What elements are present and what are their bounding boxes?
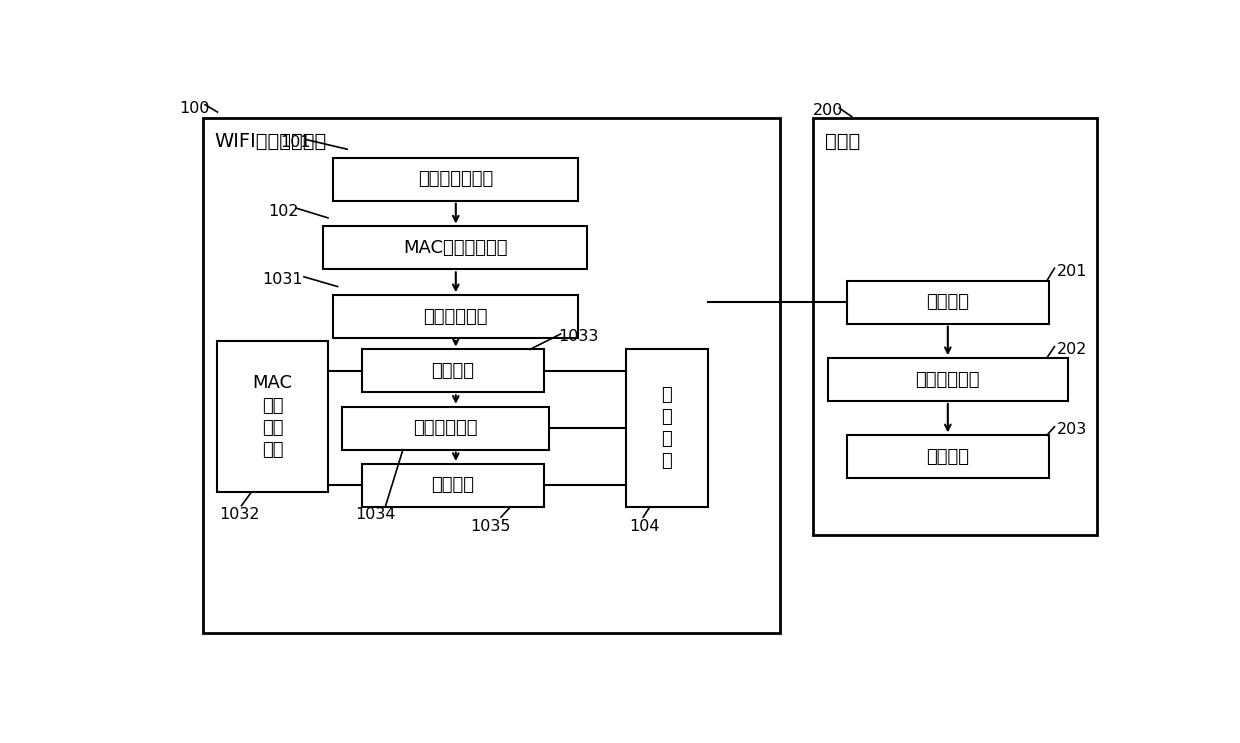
Text: 202: 202 [1056,342,1086,357]
Text: 102: 102 [268,204,299,218]
Text: 201: 201 [1056,264,1087,279]
Bar [626,349,708,507]
Bar [847,435,1049,478]
Text: 104: 104 [630,519,660,534]
Text: 1034: 1034 [355,507,396,522]
Bar [362,349,544,392]
Text: 203: 203 [1056,422,1086,437]
Text: 接收模块: 接收模块 [926,293,970,311]
Bar [828,358,1068,401]
Text: WIFI探测识别设备: WIFI探测识别设备 [215,132,327,151]
Bar [332,158,578,201]
Text: 应用模块: 应用模块 [432,476,475,494]
Text: 处理模块: 处理模块 [926,448,970,466]
Text: 1033: 1033 [558,329,599,345]
Bar [362,464,544,507]
Text: 200: 200 [813,103,843,118]
Text: 实时模块: 实时模块 [432,362,475,380]
Text: 接收缓存模块: 接收缓存模块 [423,308,487,325]
Bar [203,117,780,633]
Text: 1031: 1031 [263,272,304,288]
Text: 第二存储模块: 第二存储模块 [915,371,980,389]
Bar [217,341,327,493]
Text: 100: 100 [179,100,210,116]
Text: 通
信
模
块: 通 信 模 块 [661,386,672,470]
Bar [332,295,578,338]
Text: 第一存储模块: 第一存储模块 [413,419,477,437]
Text: 101: 101 [280,135,310,150]
Text: 唤醒包发送模块: 唤醒包发送模块 [418,170,494,188]
Text: MAC
信息
缓存
模块: MAC 信息 缓存 模块 [253,374,293,459]
Bar [324,227,588,270]
Text: MAC地址获取模块: MAC地址获取模块 [403,239,507,257]
Text: 服务器: 服务器 [825,132,861,151]
Bar [342,406,549,450]
Bar [813,117,1096,536]
Bar [847,281,1049,324]
Text: 1035: 1035 [470,519,511,534]
Text: 1032: 1032 [219,507,260,522]
